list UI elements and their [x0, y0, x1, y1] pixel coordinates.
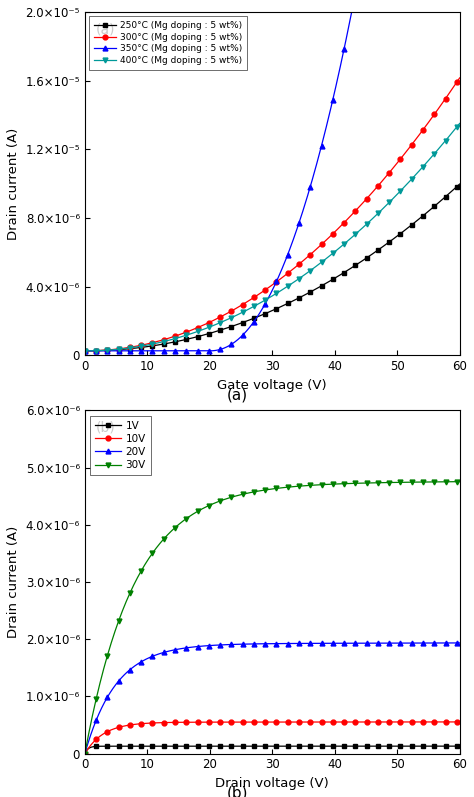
1V [457, 741, 463, 751]
250°C (Mg doping : 5 wt%): (19.5, 1.23e-06): 5 wt%): (19.5, 1.23e-06) [204, 329, 210, 339]
Line: 10V: 10V [82, 720, 462, 756]
300°C (Mg doping : 5 wt%): (19.5, 1.85e-06): 5 wt%): (19.5, 1.85e-06) [204, 319, 210, 328]
250°C (Mg doping : 5 wt%): (60, 9.97e-06): 5 wt%): (60, 9.97e-06) [457, 179, 463, 189]
1V [82, 749, 88, 759]
10V [204, 717, 210, 727]
Line: 20V: 20V [82, 641, 462, 756]
10V [353, 717, 358, 727]
Line: 400°C (Mg doping : 5 wt%): 400°C (Mg doping : 5 wt%) [82, 121, 462, 353]
Line: 250°C (Mg doping : 5 wt%): 250°C (Mg doping : 5 wt%) [82, 182, 462, 353]
20V [318, 638, 323, 648]
400°C (Mg doping : 5 wt%): (19.5, 1.58e-06): 5 wt%): (19.5, 1.58e-06) [204, 324, 210, 333]
Line: 1V: 1V [82, 744, 462, 756]
Text: (a): (a) [227, 387, 247, 402]
20V [355, 638, 360, 648]
20V [353, 638, 358, 648]
Text: (b): (b) [226, 786, 248, 797]
250°C (Mg doping : 5 wt%): (0, 2.5e-07): 5 wt%): (0, 2.5e-07) [82, 346, 88, 355]
1V [230, 741, 236, 751]
20V [204, 641, 210, 650]
250°C (Mg doping : 5 wt%): (7.22, 3.77e-07): 5 wt%): (7.22, 3.77e-07) [127, 344, 133, 353]
250°C (Mg doping : 5 wt%): (37.7, 4.01e-06): 5 wt%): (37.7, 4.01e-06) [318, 281, 323, 291]
350°C (Mg doping : 5 wt%): (19.5, 2.5e-07): 5 wt%): (19.5, 2.5e-07) [204, 346, 210, 355]
30V [204, 501, 210, 511]
20V [457, 638, 463, 648]
1V [204, 741, 210, 751]
Text: (a): (a) [96, 22, 116, 36]
Legend: 1V, 10V, 20V, 30V: 1V, 10V, 20V, 30V [90, 416, 151, 476]
X-axis label: Drain voltage (V): Drain voltage (V) [215, 777, 329, 790]
350°C (Mg doping : 5 wt%): (37.7, 1.2e-05): 5 wt%): (37.7, 1.2e-05) [318, 144, 323, 154]
300°C (Mg doping : 5 wt%): (43.6, 8.52e-06): 5 wt%): (43.6, 8.52e-06) [355, 204, 360, 214]
1V [353, 741, 358, 751]
20V [82, 749, 88, 759]
10V [82, 749, 88, 759]
250°C (Mg doping : 5 wt%): (43.6, 5.3e-06): 5 wt%): (43.6, 5.3e-06) [355, 259, 360, 269]
350°C (Mg doping : 5 wt%): (7.22, 2.5e-07): 5 wt%): (7.22, 2.5e-07) [127, 346, 133, 355]
Legend: 250°C (Mg doping : 5 wt%), 300°C (Mg doping : 5 wt%), 350°C (Mg doping : 5 wt%),: 250°C (Mg doping : 5 wt%), 300°C (Mg dop… [90, 17, 247, 69]
300°C (Mg doping : 5 wt%): (43.3, 8.4e-06): 5 wt%): (43.3, 8.4e-06) [353, 206, 358, 216]
30V [318, 480, 323, 489]
Y-axis label: Drain current (A): Drain current (A) [7, 128, 20, 240]
400°C (Mg doping : 5 wt%): (60, 1.35e-05): 5 wt%): (60, 1.35e-05) [457, 119, 463, 128]
X-axis label: Gate voltage (V): Gate voltage (V) [218, 379, 327, 391]
400°C (Mg doping : 5 wt%): (37.7, 5.37e-06): 5 wt%): (37.7, 5.37e-06) [318, 258, 323, 268]
400°C (Mg doping : 5 wt%): (43.6, 7.14e-06): 5 wt%): (43.6, 7.14e-06) [355, 228, 360, 238]
1V [127, 741, 133, 751]
10V [127, 720, 133, 730]
250°C (Mg doping : 5 wt%): (43.3, 5.23e-06): 5 wt%): (43.3, 5.23e-06) [353, 261, 358, 270]
Line: 30V: 30V [82, 479, 462, 756]
20V [230, 640, 236, 650]
400°C (Mg doping : 5 wt%): (23.8, 2.23e-06): 5 wt%): (23.8, 2.23e-06) [230, 312, 236, 321]
30V [127, 588, 133, 598]
250°C (Mg doping : 5 wt%): (23.8, 1.71e-06): 5 wt%): (23.8, 1.71e-06) [230, 321, 236, 331]
1V [318, 741, 323, 751]
10V [457, 717, 463, 727]
Text: (b): (b) [96, 421, 116, 434]
350°C (Mg doping : 5 wt%): (23.8, 7.02e-07): 5 wt%): (23.8, 7.02e-07) [230, 338, 236, 347]
400°C (Mg doping : 5 wt%): (43.3, 7.04e-06): 5 wt%): (43.3, 7.04e-06) [353, 230, 358, 239]
30V [353, 478, 358, 488]
10V [318, 717, 323, 727]
300°C (Mg doping : 5 wt%): (60, 1.62e-05): 5 wt%): (60, 1.62e-05) [457, 73, 463, 83]
Line: 300°C (Mg doping : 5 wt%): 300°C (Mg doping : 5 wt%) [82, 76, 462, 353]
1V [355, 741, 360, 751]
30V [355, 478, 360, 488]
30V [82, 749, 88, 759]
300°C (Mg doping : 5 wt%): (23.8, 2.63e-06): 5 wt%): (23.8, 2.63e-06) [230, 305, 236, 315]
400°C (Mg doping : 5 wt%): (7.22, 4.23e-07): 5 wt%): (7.22, 4.23e-07) [127, 343, 133, 352]
20V [127, 665, 133, 674]
10V [230, 717, 236, 727]
400°C (Mg doping : 5 wt%): (0, 2.5e-07): 5 wt%): (0, 2.5e-07) [82, 346, 88, 355]
350°C (Mg doping : 5 wt%): (0, 2.5e-07): 5 wt%): (0, 2.5e-07) [82, 346, 88, 355]
Y-axis label: Drain current (A): Drain current (A) [7, 526, 20, 638]
Line: 350°C (Mg doping : 5 wt%): 350°C (Mg doping : 5 wt%) [82, 0, 462, 353]
10V [355, 717, 360, 727]
30V [230, 492, 236, 501]
300°C (Mg doping : 5 wt%): (0, 2.5e-07): 5 wt%): (0, 2.5e-07) [82, 346, 88, 355]
300°C (Mg doping : 5 wt%): (7.22, 4.57e-07): 5 wt%): (7.22, 4.57e-07) [127, 343, 133, 352]
30V [457, 477, 463, 486]
300°C (Mg doping : 5 wt%): (37.7, 6.4e-06): 5 wt%): (37.7, 6.4e-06) [318, 241, 323, 250]
